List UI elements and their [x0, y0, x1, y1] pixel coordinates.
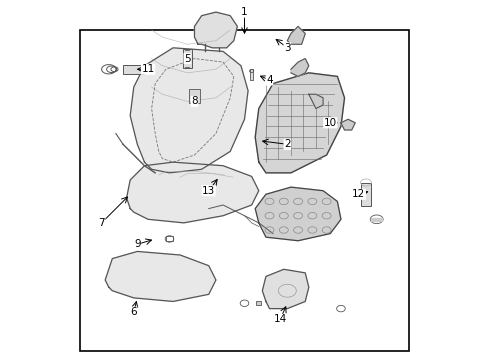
Bar [360, 183, 370, 206]
Text: 9: 9 [134, 239, 141, 249]
Bar [189, 89, 200, 103]
Text: 6: 6 [130, 307, 137, 317]
Text: 1: 1 [241, 7, 247, 17]
Polygon shape [290, 59, 308, 76]
Text: 8: 8 [191, 96, 198, 107]
Polygon shape [262, 269, 308, 309]
Text: 13: 13 [202, 186, 215, 196]
Polygon shape [126, 162, 258, 223]
Bar [166, 237, 172, 242]
Text: 14: 14 [273, 314, 286, 324]
Text: 4: 4 [265, 75, 272, 85]
Text: 5: 5 [183, 54, 190, 64]
Polygon shape [287, 26, 305, 44]
Text: 12: 12 [351, 189, 365, 199]
Bar [256, 301, 261, 305]
Text: 2: 2 [284, 139, 290, 149]
Polygon shape [194, 12, 237, 48]
Text: 10: 10 [323, 118, 336, 128]
Bar [183, 49, 191, 68]
Polygon shape [255, 187, 340, 241]
Polygon shape [255, 73, 344, 173]
Bar [249, 69, 253, 80]
Polygon shape [130, 48, 247, 173]
Text: 3: 3 [284, 43, 290, 53]
Polygon shape [308, 94, 323, 109]
Bar [123, 65, 144, 74]
Text: 11: 11 [141, 64, 154, 74]
Polygon shape [340, 119, 354, 130]
Polygon shape [105, 251, 216, 301]
FancyBboxPatch shape [80, 30, 408, 351]
Text: 7: 7 [98, 218, 105, 228]
